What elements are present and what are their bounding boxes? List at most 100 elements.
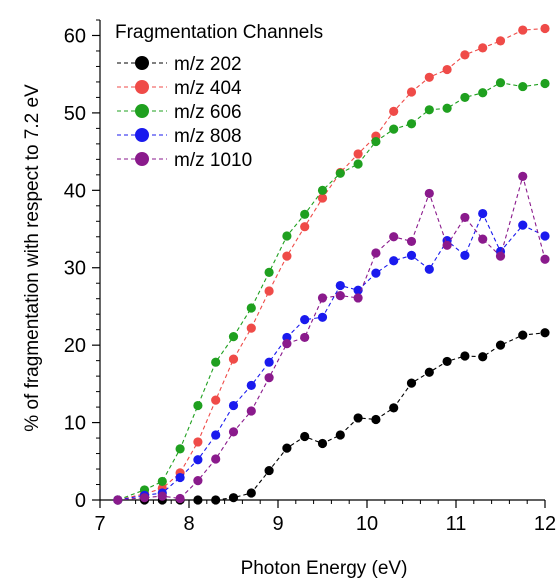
data-point [193,495,203,505]
data-point [389,124,399,134]
data-point [389,106,399,116]
data-point [246,303,256,313]
legend-label: m/z 606 [174,102,242,123]
data-point [246,406,256,416]
data-point [389,256,399,266]
data-point [228,400,239,411]
data-point [193,476,203,486]
data-point [406,87,417,97]
data-point [424,367,434,377]
legend-marker [135,56,149,70]
data-point [300,315,310,325]
data-point [228,493,239,503]
data-point [282,339,292,349]
data-point [193,455,203,465]
y-tick-label: 60 [64,25,86,47]
data-point [371,248,381,258]
series-line [117,174,546,501]
data-point [442,356,452,367]
data-point [406,250,417,260]
data-point [424,264,434,274]
data-point [406,378,417,388]
data-point [460,92,470,103]
y-tick-label: 50 [64,103,86,125]
data-point [335,430,345,440]
data-point [460,212,470,223]
legend-marker [135,152,149,166]
data-point [371,268,381,278]
data-point [300,332,310,343]
legend-item-m-z-808: m/z 808 [117,126,242,147]
data-point [424,105,434,115]
legend-label: m/z 1010 [174,150,252,171]
data-point [406,119,417,129]
series-layer [113,23,550,505]
data-point [193,400,203,411]
data-point [371,414,381,425]
data-point [317,312,328,322]
data-point [518,81,528,92]
data-point [113,495,123,505]
x-tick-label: 11 [446,513,467,535]
data-point [211,495,221,505]
data-point [157,491,167,501]
data-point [371,136,381,147]
data-point [300,431,310,442]
legend-title: Fragmentation Channels [115,22,323,43]
data-point [540,23,550,34]
x-tick-label: 9 [272,513,283,535]
data-point [518,220,528,230]
data-point [389,232,399,242]
data-point [478,208,488,219]
data-point [264,286,274,296]
x-tick-label: 7 [94,513,105,535]
data-point [478,88,488,98]
data-point [157,476,167,487]
data-point [211,395,221,405]
data-point [518,330,528,340]
legend-marker [135,80,149,94]
data-point [495,340,506,350]
data-point [442,240,452,250]
data-point [353,293,363,303]
data-point [335,168,345,178]
data-point [442,64,452,75]
data-point [300,209,310,219]
series-m-z-1010 [113,171,550,505]
data-point [300,222,310,232]
data-point [211,430,221,440]
series-line [117,27,546,501]
data-point [478,352,488,362]
legend-item-m-z-404: m/z 404 [117,78,242,99]
x-tick-label: 8 [183,513,194,535]
data-point [460,351,470,361]
data-point [175,444,185,454]
data-point [495,36,506,46]
data-point [264,465,274,476]
data-point [211,454,221,464]
data-point [353,159,363,169]
data-point [406,236,417,247]
data-point [540,254,550,264]
data-point [518,171,528,181]
y-tick-label: 30 [64,258,86,280]
data-point [460,250,470,260]
axes: 7 8 9 10 11 12 0 10 20 30 40 50 60 [64,19,556,535]
data-point [246,488,256,498]
data-point [353,413,363,423]
legend-item-m-z-202: m/z 202 [117,54,242,75]
y-tick-label: 10 [64,413,86,435]
data-point [228,354,239,364]
legend-label: m/z 404 [174,78,242,99]
legend-label: m/z 202 [174,54,242,75]
data-point [317,185,328,195]
data-point [495,251,506,261]
legend-label: m/z 808 [174,126,242,147]
data-point [228,332,239,342]
legend-marker [135,104,149,118]
legend-marker [135,128,149,142]
y-tick-label: 20 [64,335,86,357]
data-point [317,293,328,303]
x-tick-label: 12 [534,513,556,535]
